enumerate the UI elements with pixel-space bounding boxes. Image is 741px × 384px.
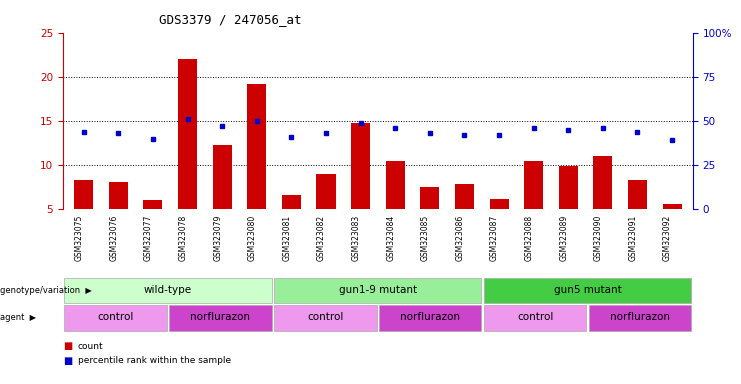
Bar: [274, 278, 482, 303]
Bar: [420, 187, 439, 253]
Text: ■: ■: [63, 341, 72, 351]
Text: control: control: [97, 313, 133, 323]
Text: GSM323086: GSM323086: [456, 215, 465, 261]
Text: GSM323087: GSM323087: [490, 215, 499, 261]
Text: GSM323084: GSM323084: [386, 215, 395, 261]
Bar: [274, 305, 376, 331]
Bar: [64, 305, 167, 331]
Text: control: control: [517, 313, 554, 323]
Bar: [386, 161, 405, 253]
Bar: [351, 123, 370, 253]
Text: GSM323075: GSM323075: [75, 215, 84, 261]
Bar: [282, 195, 301, 253]
Text: GSM323079: GSM323079: [213, 215, 222, 261]
Bar: [589, 305, 691, 331]
Text: GSM323085: GSM323085: [421, 215, 430, 261]
Bar: [64, 278, 271, 303]
Text: ■: ■: [63, 356, 72, 366]
Bar: [170, 305, 271, 331]
Text: norflurazon: norflurazon: [611, 313, 671, 323]
Text: GSM323080: GSM323080: [247, 215, 257, 261]
Bar: [594, 156, 612, 253]
Text: GSM323081: GSM323081: [282, 215, 291, 261]
Text: GSM323082: GSM323082: [317, 215, 326, 261]
Text: gun5 mutant: gun5 mutant: [554, 285, 622, 295]
Bar: [379, 305, 482, 331]
Text: GSM323090: GSM323090: [594, 215, 603, 261]
Text: GSM323092: GSM323092: [663, 215, 672, 261]
Bar: [485, 278, 691, 303]
Text: gun1-9 mutant: gun1-9 mutant: [339, 285, 417, 295]
Text: norflurazon: norflurazon: [190, 313, 250, 323]
Bar: [213, 145, 232, 253]
Text: GSM323088: GSM323088: [525, 215, 534, 261]
Text: GSM323076: GSM323076: [110, 215, 119, 261]
Text: GSM323091: GSM323091: [628, 215, 637, 261]
Bar: [74, 180, 93, 253]
Text: agent  ▶: agent ▶: [0, 313, 36, 323]
Bar: [178, 59, 197, 253]
Text: norflurazon: norflurazon: [400, 313, 460, 323]
Bar: [316, 174, 336, 253]
Bar: [485, 305, 586, 331]
Bar: [455, 184, 474, 253]
Text: GDS3379 / 247056_at: GDS3379 / 247056_at: [159, 13, 302, 26]
Text: wild-type: wild-type: [144, 285, 192, 295]
Bar: [109, 182, 128, 253]
Bar: [490, 199, 508, 253]
Bar: [559, 166, 578, 253]
Text: GSM323078: GSM323078: [179, 215, 187, 261]
Text: count: count: [78, 342, 104, 351]
Bar: [247, 84, 266, 253]
Text: control: control: [308, 313, 344, 323]
Text: GSM323083: GSM323083: [352, 215, 361, 261]
Bar: [144, 200, 162, 253]
Bar: [662, 204, 682, 253]
Text: GSM323089: GSM323089: [559, 215, 568, 261]
Text: percentile rank within the sample: percentile rank within the sample: [78, 356, 231, 365]
Bar: [628, 180, 647, 253]
Text: GSM323077: GSM323077: [144, 215, 153, 261]
Text: genotype/variation  ▶: genotype/variation ▶: [0, 286, 92, 295]
Bar: [524, 161, 543, 253]
